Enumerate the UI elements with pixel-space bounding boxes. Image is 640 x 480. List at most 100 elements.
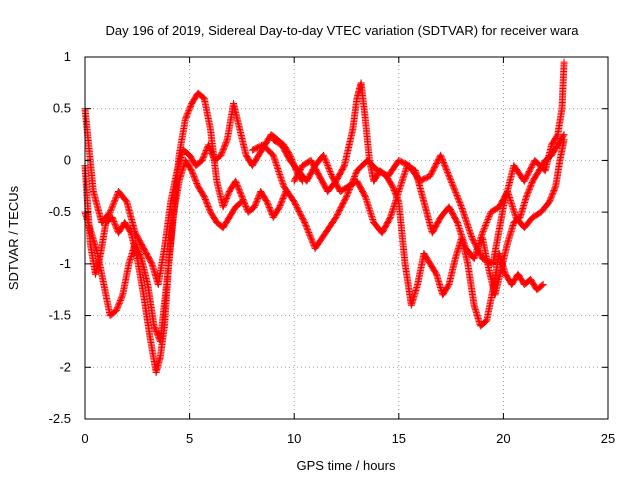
marker-track-6: [449, 181, 457, 189]
marker-track-6: [453, 193, 461, 201]
marker-track-6: [347, 183, 355, 191]
marker-track-6: [301, 220, 309, 228]
marker-track-6: [437, 151, 445, 159]
marker-track-6: [303, 224, 311, 232]
y-tick-label: -0.5: [49, 204, 71, 219]
marker-track-6: [445, 171, 453, 179]
marker-track-6: [451, 187, 459, 195]
marker-track-6: [350, 174, 358, 182]
marker-track-5: [480, 224, 488, 232]
marker-track-6: [455, 197, 463, 205]
marker-track-5: [322, 159, 330, 167]
marker-track-5: [324, 163, 332, 171]
marker-track-5: [484, 214, 492, 222]
marker-track-6: [456, 200, 464, 208]
marker-track-6: [441, 161, 449, 169]
marker-track-4: [538, 281, 546, 289]
x-tick-label: 10: [287, 431, 301, 446]
marker-track-6: [453, 191, 461, 199]
marker-track-5: [483, 217, 491, 225]
marker-track-6: [344, 190, 352, 198]
marker-track-6: [306, 233, 314, 241]
marker-track-6: [442, 166, 450, 174]
grid: [85, 57, 608, 419]
marker-track-6: [452, 189, 460, 197]
marker-track-6: [560, 58, 568, 66]
marker-track-6: [442, 164, 450, 172]
marker-track-2: [107, 205, 115, 213]
marker-track-6: [445, 173, 453, 181]
marker-track-6: [307, 234, 315, 242]
marker-track-6: [349, 175, 357, 183]
marker-track-6: [309, 239, 317, 247]
marker-track-6: [449, 183, 457, 191]
y-tick-label: -2: [59, 359, 71, 374]
marker-track-6: [457, 202, 465, 210]
x-tick-label: 5: [186, 431, 193, 446]
marker-track-6: [446, 174, 454, 182]
marker-track-5: [325, 165, 333, 173]
marker-track-6: [308, 236, 316, 244]
marker-track-5: [551, 184, 559, 192]
series-track-4: [290, 79, 547, 330]
marker-track-6: [440, 160, 448, 168]
marker-track-6: [447, 176, 455, 184]
x-axis-tick-labels: 0 5 10 15 20 25: [81, 431, 615, 446]
marker-track-6: [302, 221, 310, 229]
marker-track-6: [443, 167, 451, 175]
marker-track-5: [480, 226, 488, 234]
marker-track-6: [452, 190, 460, 198]
marker-track-6: [456, 199, 464, 207]
x-tick-label: 0: [81, 431, 88, 446]
marker-track-5: [479, 227, 487, 235]
marker-track-3: [237, 199, 245, 207]
marker-track-6: [304, 226, 312, 234]
marker-track-6: [450, 184, 458, 192]
marker-track-6: [302, 223, 310, 231]
series-track-6: [248, 58, 568, 268]
marker-track-5: [482, 220, 490, 228]
marker-track-2: [107, 207, 115, 215]
marker-track-6: [305, 229, 313, 237]
marker-track-6: [347, 181, 355, 189]
marker-track-6: [349, 177, 357, 185]
marker-track-6: [304, 227, 312, 235]
series-track-2: [81, 100, 307, 289]
marker-track-2: [111, 196, 119, 204]
marker-track-2: [108, 202, 116, 210]
marker-track-5: [323, 160, 331, 168]
series-track-7: [478, 131, 568, 299]
marker-track-6: [451, 186, 459, 194]
marker-track-6: [437, 153, 445, 161]
marker-track-6: [454, 194, 462, 202]
marker-track-6: [345, 185, 353, 193]
marker-track-2: [223, 137, 231, 145]
series-track-3: [81, 156, 246, 376]
marker-track-2: [111, 195, 119, 203]
marker-track-5: [481, 221, 489, 229]
marker-track-7: [559, 132, 567, 140]
y-axis-tick-labels: -2.5 -2 -1.5 -1 -0.5 0 0.5 1: [49, 49, 71, 426]
marker-track-1: [118, 292, 126, 300]
marker-track-6: [438, 156, 446, 164]
x-tick-label: 15: [392, 431, 406, 446]
marker-track-2: [108, 204, 116, 212]
marker-track-2: [112, 193, 120, 201]
marker-track-6: [346, 184, 354, 192]
marker-track-6: [348, 178, 356, 186]
y-tick-label: -2.5: [49, 411, 71, 426]
marker-track-6: [448, 179, 456, 187]
marker-track-6: [444, 170, 452, 178]
marker-track-5: [319, 151, 327, 159]
marker-track-2: [109, 201, 117, 209]
marker-track-5: [322, 157, 330, 165]
marker-track-6: [305, 230, 313, 238]
marker-track-6: [301, 218, 309, 226]
y-tick-label: -1: [59, 256, 71, 271]
marker-track-6: [447, 177, 455, 185]
marker-track-5: [324, 162, 332, 170]
y-tick-label: 0: [64, 152, 71, 167]
marker-track-5: [327, 169, 335, 177]
marker-track-6: [455, 196, 463, 204]
